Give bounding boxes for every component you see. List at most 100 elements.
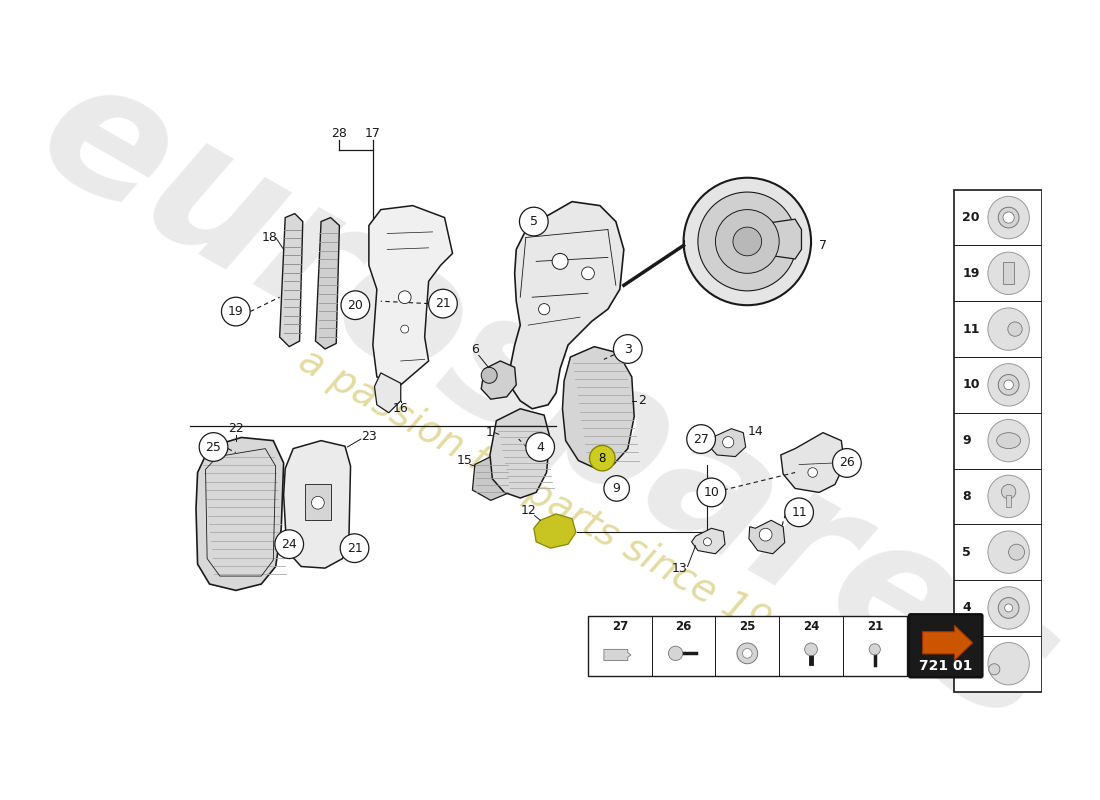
Text: 9: 9: [962, 434, 971, 447]
Text: 10: 10: [704, 486, 719, 499]
FancyBboxPatch shape: [909, 614, 982, 678]
Circle shape: [1009, 544, 1024, 560]
Circle shape: [1001, 485, 1015, 498]
Text: 20: 20: [348, 298, 363, 312]
Text: 25: 25: [206, 441, 221, 454]
Ellipse shape: [988, 252, 1030, 294]
Circle shape: [590, 446, 615, 471]
Circle shape: [737, 643, 758, 664]
Text: 21: 21: [867, 620, 883, 633]
Circle shape: [340, 534, 368, 562]
Circle shape: [539, 304, 550, 314]
Circle shape: [723, 437, 734, 448]
FancyBboxPatch shape: [588, 616, 906, 676]
Circle shape: [759, 528, 772, 541]
Text: 4: 4: [536, 441, 544, 454]
Circle shape: [1003, 212, 1014, 223]
Ellipse shape: [988, 308, 1030, 350]
Polygon shape: [604, 650, 631, 661]
Circle shape: [1004, 380, 1013, 390]
Text: 27: 27: [693, 433, 710, 446]
Text: 20: 20: [962, 211, 980, 224]
Text: 21: 21: [346, 542, 362, 554]
Circle shape: [715, 210, 779, 274]
Text: 27: 27: [612, 620, 628, 633]
Text: 26: 26: [675, 620, 692, 633]
Circle shape: [697, 478, 726, 506]
Text: 9: 9: [613, 482, 620, 495]
Circle shape: [429, 290, 458, 318]
Polygon shape: [374, 373, 400, 413]
Circle shape: [833, 449, 861, 478]
Circle shape: [614, 334, 642, 363]
Circle shape: [199, 433, 228, 462]
Circle shape: [481, 367, 497, 383]
Circle shape: [604, 476, 629, 501]
Polygon shape: [692, 528, 725, 554]
Circle shape: [669, 646, 683, 661]
Text: 19: 19: [962, 267, 980, 280]
Text: 23: 23: [361, 430, 376, 443]
Polygon shape: [279, 214, 302, 346]
Polygon shape: [481, 361, 516, 399]
Text: 16: 16: [393, 402, 408, 415]
Circle shape: [999, 598, 1019, 618]
Circle shape: [582, 267, 594, 280]
Circle shape: [683, 178, 811, 305]
Polygon shape: [761, 219, 802, 259]
Polygon shape: [472, 457, 510, 500]
Polygon shape: [196, 438, 284, 590]
Circle shape: [999, 207, 1019, 228]
Text: 11: 11: [791, 506, 807, 519]
Text: 21: 21: [436, 297, 451, 310]
Circle shape: [742, 649, 752, 658]
Text: 14: 14: [747, 425, 763, 438]
Ellipse shape: [988, 419, 1030, 462]
Ellipse shape: [988, 196, 1030, 238]
Circle shape: [221, 298, 250, 326]
Polygon shape: [490, 409, 550, 498]
Text: 24: 24: [803, 620, 820, 633]
Circle shape: [552, 254, 568, 270]
Circle shape: [311, 497, 324, 509]
FancyBboxPatch shape: [1003, 262, 1014, 285]
Text: 11: 11: [962, 322, 980, 335]
Text: 721 01: 721 01: [918, 659, 972, 673]
Circle shape: [989, 664, 1000, 675]
Ellipse shape: [988, 364, 1030, 406]
Text: 26: 26: [839, 457, 855, 470]
Polygon shape: [781, 433, 845, 493]
Text: a passion for parts since 1985: a passion for parts since 1985: [293, 341, 820, 668]
Text: 15: 15: [456, 454, 472, 467]
Text: 17: 17: [365, 127, 381, 141]
Text: 19: 19: [228, 305, 244, 318]
Text: 28: 28: [331, 127, 348, 141]
Text: 8: 8: [598, 452, 606, 465]
Text: 7: 7: [820, 239, 827, 252]
Text: 10: 10: [962, 378, 980, 391]
Text: 22: 22: [228, 422, 244, 435]
Ellipse shape: [988, 475, 1030, 518]
Text: 25: 25: [739, 620, 756, 633]
Text: 8: 8: [962, 490, 971, 503]
Text: 6: 6: [471, 342, 478, 355]
Circle shape: [1008, 322, 1022, 336]
Text: 5: 5: [530, 215, 538, 228]
Polygon shape: [510, 202, 624, 409]
Polygon shape: [923, 626, 972, 660]
Text: 13: 13: [672, 562, 688, 574]
Text: 1: 1: [486, 426, 494, 439]
Polygon shape: [707, 429, 746, 457]
Circle shape: [805, 643, 817, 656]
Ellipse shape: [988, 531, 1030, 574]
Circle shape: [807, 468, 817, 478]
Ellipse shape: [988, 642, 1030, 685]
FancyBboxPatch shape: [1006, 495, 1011, 506]
Text: 5: 5: [962, 546, 971, 558]
Circle shape: [697, 192, 796, 291]
Circle shape: [869, 644, 880, 655]
Circle shape: [526, 433, 554, 462]
Polygon shape: [534, 514, 576, 548]
Polygon shape: [749, 520, 784, 554]
Ellipse shape: [997, 433, 1021, 449]
